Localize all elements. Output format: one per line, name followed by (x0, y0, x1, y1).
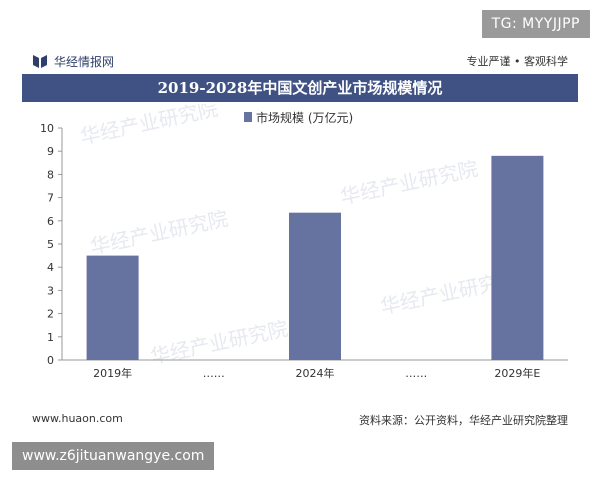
x-tick-label: 2029年E (494, 366, 540, 380)
brand-name: 华经情报网 (54, 55, 115, 69)
y-tick-label: 4 (47, 261, 54, 274)
footer-site: www.huaon.com (32, 412, 123, 425)
watermark-text: 华经产业研究院 (88, 206, 230, 259)
footer-source: 资料来源：公开资料，华经产业研究院整理 (359, 414, 568, 427)
url-badge: www.z6jituanwangye.com (12, 442, 215, 470)
brand-row: 华经情报网 专业严谨 • 客观科学 (22, 50, 578, 72)
brand-slogan: 专业严谨 • 客观科学 (466, 55, 568, 68)
chart-bars (86, 155, 544, 360)
chart-title: 2019-2028年中国文创产业市场规模情况 (22, 74, 578, 102)
y-tick-labels: 0 1 2 3 4 5 6 7 8 9 10 (40, 122, 62, 367)
huajing-logo-icon (33, 55, 47, 68)
telegram-badge: TG: MYYJJPP (481, 10, 590, 38)
legend-label: 市场规模 (万亿元) (256, 110, 353, 125)
y-tick-label: 1 (47, 331, 54, 344)
chart-legend: 市场规模 (万亿元) (244, 110, 353, 125)
y-tick-label: 0 (47, 354, 54, 367)
watermark-text: 华经产业研究院 (338, 156, 480, 209)
y-tick-label: 7 (47, 192, 54, 205)
y-tick-label: 2 (47, 308, 54, 321)
chart-card: 华经情报网 专业严谨 • 客观科学 2019-2028年中国文创产业市场规模情况… (22, 46, 578, 432)
y-tick-label: 9 (47, 145, 54, 158)
watermark-text: 华经产业研究院 (148, 316, 290, 369)
y-tick-label: 8 (47, 168, 54, 181)
y-tick-label: 5 (47, 238, 54, 251)
bar (491, 155, 544, 360)
x-tick-label: …… (203, 367, 225, 380)
watermark-text: 华经产业研究院 (78, 104, 220, 149)
bar (86, 255, 139, 360)
x-tick-label: 2024年 (296, 366, 335, 380)
x-tick-labels: 2019年 …… 2024年 …… 2029年E (93, 366, 540, 380)
x-tick-label: 2019年 (93, 366, 132, 380)
y-tick-label: 6 (47, 215, 54, 228)
x-tick-label: …… (405, 367, 427, 380)
bar (289, 212, 341, 360)
legend-swatch (244, 112, 252, 122)
y-tick-label: 10 (40, 122, 54, 135)
y-tick-label: 3 (47, 284, 54, 297)
